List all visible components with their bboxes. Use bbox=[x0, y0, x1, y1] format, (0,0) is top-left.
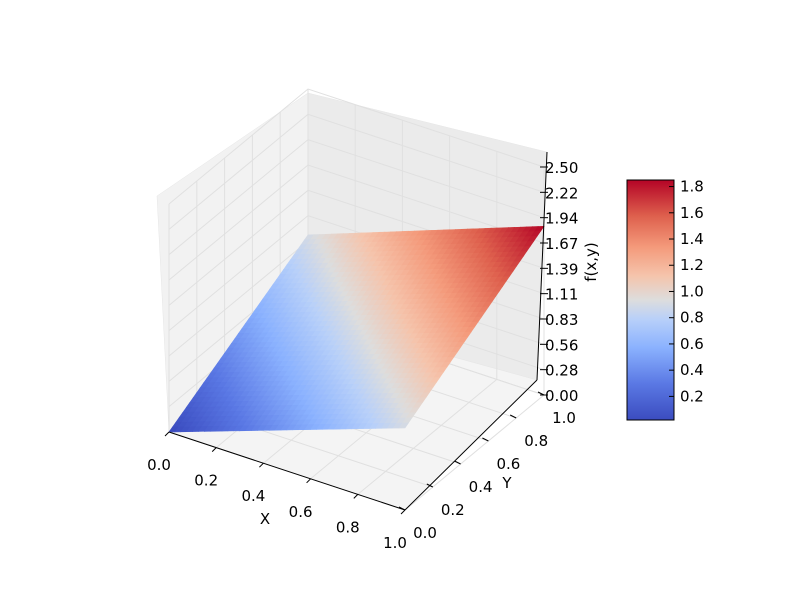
colorbar-tick-label: 1.2 bbox=[680, 256, 704, 274]
z-tick-label: 0.28 bbox=[545, 362, 578, 380]
colorbar-tick-label: 0.2 bbox=[680, 387, 704, 405]
axis-lines bbox=[168, 151, 548, 511]
z-tick-label: 1.94 bbox=[545, 210, 578, 228]
colorbar-ticks: 0.2 0.4 0.6 0.8 1.0 1.2 1.4 1.6 1.8 bbox=[669, 178, 704, 405]
colorbar-tick-label: 0.8 bbox=[680, 309, 704, 327]
x-tick-label: 0.2 bbox=[194, 472, 218, 490]
colorbar-tick-label: 0.6 bbox=[680, 335, 704, 353]
x-tick-label: 0.6 bbox=[289, 503, 313, 521]
y-tick-mark bbox=[454, 460, 461, 465]
y-tick-mark bbox=[509, 414, 517, 419]
x-axis-line bbox=[168, 431, 406, 511]
z-tick-label: 0.56 bbox=[545, 336, 578, 354]
x-tick-label: 0.8 bbox=[336, 518, 360, 536]
z-ticks: 0.00 0.28 0.56 0.83 1.11 1.39 1.67 1.94 2.22 2.50 bbox=[540, 159, 578, 405]
y-axis-label: Y bbox=[501, 474, 512, 492]
z-grid-line bbox=[168, 139, 545, 256]
y-tick-label: 0.0 bbox=[413, 524, 437, 542]
y-axis-line bbox=[404, 379, 538, 511]
colorbar-tick-label: 1.6 bbox=[680, 204, 704, 222]
z-tick-label: 0.83 bbox=[545, 311, 578, 329]
colorbar-tick-label: 1.0 bbox=[680, 282, 704, 300]
y-tick-label: 1.0 bbox=[552, 409, 576, 427]
z-grid-line bbox=[168, 164, 545, 281]
surface-cell bbox=[398, 422, 410, 429]
colorbar-tick-label: 0.4 bbox=[680, 361, 704, 379]
x-tick-mark bbox=[164, 431, 170, 437]
colorbar-tick-label: 1.8 bbox=[680, 178, 704, 196]
z-grid-line bbox=[168, 88, 545, 205]
y-tick-label: 0.8 bbox=[524, 432, 548, 450]
surface-plot bbox=[168, 225, 545, 433]
y-ticks: 0.00.20.40.60.81.0 bbox=[398, 391, 576, 542]
y-tick-mark bbox=[426, 483, 434, 488]
x-tick-mark bbox=[211, 447, 217, 452]
y-tick-label: 0.4 bbox=[469, 478, 493, 496]
z-tick-label: 1.11 bbox=[545, 286, 578, 304]
z-tick-label: 1.39 bbox=[545, 260, 578, 278]
x-tick-mark bbox=[400, 509, 406, 515]
colorbar-gradient bbox=[626, 179, 675, 421]
x-tick-mark bbox=[306, 478, 311, 484]
colorbar: 0.2 0.4 0.6 0.8 1.0 1.2 1.4 1.6 1.8 bbox=[626, 178, 704, 421]
z-tick-label: 2.22 bbox=[545, 184, 578, 202]
y-tick-mark bbox=[482, 437, 489, 442]
x-tick-mark bbox=[259, 462, 264, 468]
z-tick-label: 1.67 bbox=[545, 235, 578, 253]
z-tick-label: 0.00 bbox=[545, 387, 578, 405]
colorbar-tick-label: 1.4 bbox=[680, 230, 704, 248]
x-axis-label: X bbox=[260, 510, 270, 528]
y-tick-label: 0.2 bbox=[441, 501, 465, 519]
x-tick-mark bbox=[353, 494, 359, 499]
x-ticks: 0.0 0.2 0.4 0.6 0.8 1.0 bbox=[147, 431, 407, 552]
z-axis-label: f(x,y) bbox=[582, 242, 600, 282]
x-tick-label: 0.0 bbox=[147, 456, 171, 474]
z-tick-label: 2.50 bbox=[545, 159, 578, 177]
y-tick-mark bbox=[398, 506, 406, 511]
z-grid-line bbox=[168, 113, 545, 230]
z-axis-line bbox=[536, 151, 548, 381]
y-tick-label: 0.6 bbox=[496, 455, 520, 473]
x-tick-label: 0.4 bbox=[241, 487, 265, 505]
x-tick-label: 1.0 bbox=[383, 534, 407, 552]
